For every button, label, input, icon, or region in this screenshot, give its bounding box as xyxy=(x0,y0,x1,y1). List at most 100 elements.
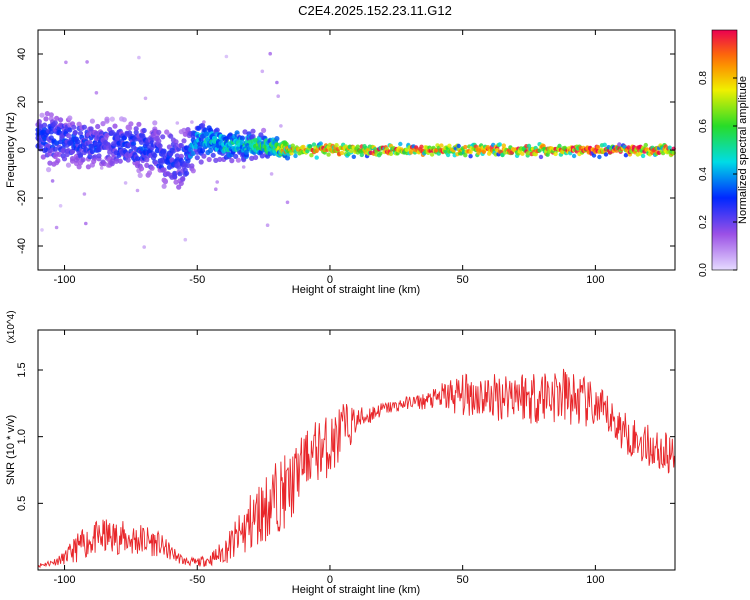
spectrogram-point xyxy=(173,179,179,185)
spectrogram-point xyxy=(553,151,558,157)
spectrogram-point xyxy=(623,153,629,158)
spectrogram-point xyxy=(71,124,77,130)
spectrogram-outlier xyxy=(94,91,99,95)
spectrogram-point xyxy=(100,121,106,127)
colorbar-tick-label: 0.0 xyxy=(698,263,709,277)
x-tick-label: 50 xyxy=(457,574,469,586)
spectrogram-point xyxy=(194,155,200,161)
spectrogram-outlier xyxy=(123,181,128,185)
spectrogram-point xyxy=(133,126,139,132)
y-multiplier: (x10^4) xyxy=(6,310,17,343)
spectrogram-point xyxy=(355,144,360,149)
spectrogram-point xyxy=(125,157,131,163)
colorbar-tick-label: 0.6 xyxy=(698,119,709,133)
spectrogram-point xyxy=(172,174,178,180)
spectrogram-point xyxy=(67,115,73,121)
spectrogram-point xyxy=(456,143,461,149)
x-tick-label: 0 xyxy=(327,274,333,286)
x-tick-label: -100 xyxy=(54,574,76,586)
y-tick-label: 0 xyxy=(16,147,28,153)
spectrogram-point xyxy=(190,150,196,156)
figure-title: C2E4.2025.152.23.11.G12 xyxy=(298,3,452,18)
spectrogram-point xyxy=(307,144,313,149)
spectrogram-point xyxy=(334,143,339,148)
spectrogram-point xyxy=(76,164,82,170)
y-tick-label: -20 xyxy=(16,190,28,206)
spectrogram-point xyxy=(520,151,525,156)
x-tick-label: 50 xyxy=(457,274,469,286)
spectrogram-point xyxy=(178,142,184,149)
spectrogram-outlier xyxy=(93,157,97,162)
spectrogram-point xyxy=(81,124,87,130)
spectrogram-point xyxy=(497,142,502,147)
spectrogram-outlier xyxy=(99,166,104,170)
spectrogram-point xyxy=(128,121,134,127)
spectrogram-outlier xyxy=(224,54,229,59)
x-tick-label: -50 xyxy=(189,274,205,286)
spectrogram-point xyxy=(138,166,145,172)
spectrogram-point xyxy=(445,152,451,158)
spectrogram-outlier xyxy=(64,60,68,65)
spectrogram-point xyxy=(206,156,212,163)
spectrogram-outlier xyxy=(214,187,218,191)
spectrogram-point xyxy=(52,120,58,126)
spectrogram-point xyxy=(501,143,506,148)
y-tick-label: 1.5 xyxy=(16,362,28,377)
spectrogram-point xyxy=(429,152,435,157)
spectrogram-point xyxy=(250,133,256,140)
spectrogram-point xyxy=(95,123,101,130)
colorbar-tick-label: 0.8 xyxy=(698,71,709,85)
spectrogram-point xyxy=(101,161,107,167)
spectrogram-point xyxy=(301,144,306,150)
spectrogram-outlier xyxy=(215,180,219,184)
spectrogram-point xyxy=(190,168,196,174)
spectrogram-outlier xyxy=(275,80,279,85)
spectrogram-point xyxy=(72,130,78,136)
spectrogram-point xyxy=(181,138,187,144)
spectrogram-point xyxy=(591,153,597,158)
spectrogram-point xyxy=(326,152,331,157)
spectrogram-point xyxy=(88,126,94,132)
x-axis-label: Height of straight line (km) xyxy=(292,584,420,596)
spectrogram-point xyxy=(77,130,84,136)
spectrogram-outlier xyxy=(202,120,206,124)
spectrogram-point xyxy=(207,148,214,154)
colorbar: 0.0 0.2 0.4 0.6 0.8 Normalized spectral ampli… xyxy=(698,29,749,277)
spectrogram-point xyxy=(274,136,280,142)
spectrogram-point xyxy=(349,148,354,154)
spectrogram-point xyxy=(144,162,150,168)
spectrogram-point xyxy=(463,153,468,158)
spectrogram-point xyxy=(38,124,44,130)
spectrogram-point xyxy=(96,153,102,159)
spectrogram-point xyxy=(178,180,184,186)
spectrogram-point xyxy=(113,158,119,164)
spectrogram-point xyxy=(161,183,167,189)
spectrogram-point xyxy=(249,155,255,161)
y-tick-label: 1.0 xyxy=(16,429,28,444)
spectrogram-point xyxy=(398,141,403,147)
spectrogram-point xyxy=(184,170,190,176)
spectrogram-point xyxy=(54,115,60,121)
spectrogram-point xyxy=(176,184,182,190)
y-tick-label: 20 xyxy=(16,96,28,108)
spectrogram-outlier xyxy=(142,245,146,249)
y-axis-label: Frequency (Hz) xyxy=(5,112,17,188)
spectrogram-point xyxy=(56,151,62,157)
spectrogram-point xyxy=(104,132,110,138)
y-tick-label: -40 xyxy=(16,238,28,254)
spectrogram-point xyxy=(201,153,207,159)
spectrogram-point xyxy=(447,143,452,148)
spectrogram-point xyxy=(149,165,155,171)
spectrogram-point xyxy=(116,152,122,158)
spectrogram-point xyxy=(261,127,267,133)
spectrogram-point xyxy=(200,148,206,154)
spectrogram-point xyxy=(419,144,424,149)
colorbar-tick-label: 0.2 xyxy=(698,215,709,229)
spectrogram-point xyxy=(603,152,609,157)
spectrogram-point xyxy=(43,116,49,122)
spectrogram-point xyxy=(198,159,204,165)
spectrogram-point xyxy=(42,136,48,142)
spectrogram-point xyxy=(311,142,317,147)
spectrogram-point xyxy=(214,127,220,133)
spectrogram-point xyxy=(131,141,137,147)
